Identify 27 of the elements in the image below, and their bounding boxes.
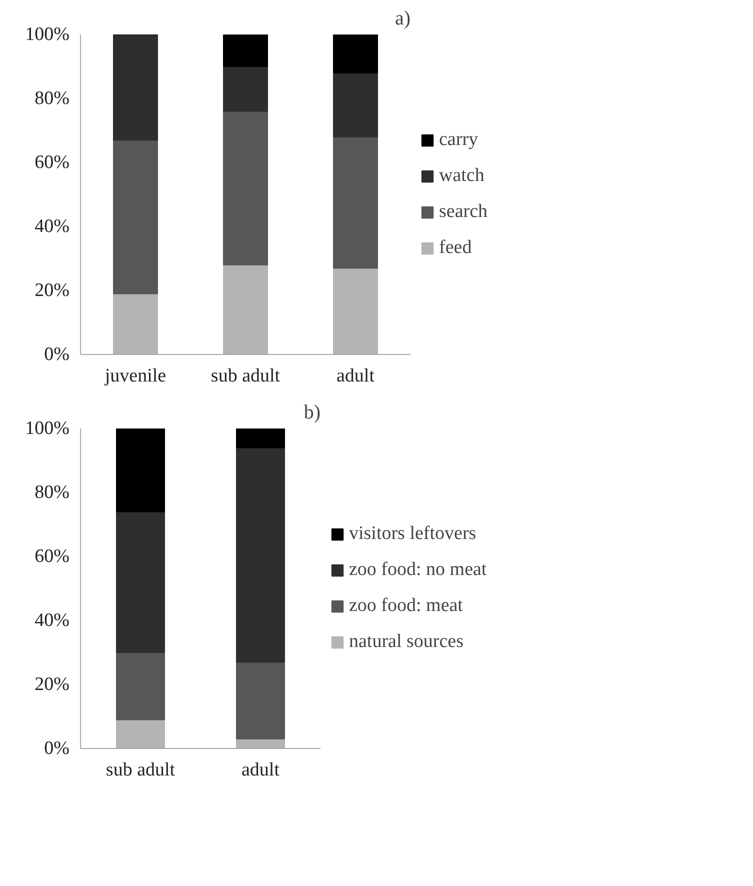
legend-label: carry [439, 129, 478, 151]
x-tick-label: sub adult [210, 366, 281, 386]
x-tick-label: adult [336, 366, 376, 386]
y-tick-label: 80% [34, 88, 70, 109]
y-tick-label: 0% [44, 344, 70, 365]
chart-title: a) [394, 8, 411, 30]
legend-label: zoo food: no meat [349, 559, 487, 581]
y-tick-label: 100% [25, 418, 70, 439]
x-tick-label: adult [242, 760, 280, 780]
y-tick-label: 40% [34, 610, 70, 631]
y-tick-label: 60% [34, 546, 70, 567]
chart-title: b) [304, 402, 321, 424]
legend-label: search [439, 201, 488, 223]
y-tick-label: 40% [34, 216, 70, 237]
y-tick-label: 80% [34, 482, 70, 503]
x-tick-label: juvenile [104, 366, 166, 386]
legend-label: watch [439, 165, 484, 187]
x-tick-label: sub adult [106, 760, 176, 780]
legend-label: zoo food: meat [349, 595, 463, 617]
y-tick-label: 60% [34, 152, 70, 173]
legend-label: natural sources [349, 631, 464, 653]
y-tick-label: 20% [34, 674, 70, 695]
y-tick-label: 20% [34, 280, 70, 301]
y-tick-label: 100% [25, 24, 70, 45]
legend-label: visitors leftovers [349, 523, 476, 545]
legend-label: feed [439, 237, 472, 259]
y-tick-label: 0% [44, 738, 70, 759]
